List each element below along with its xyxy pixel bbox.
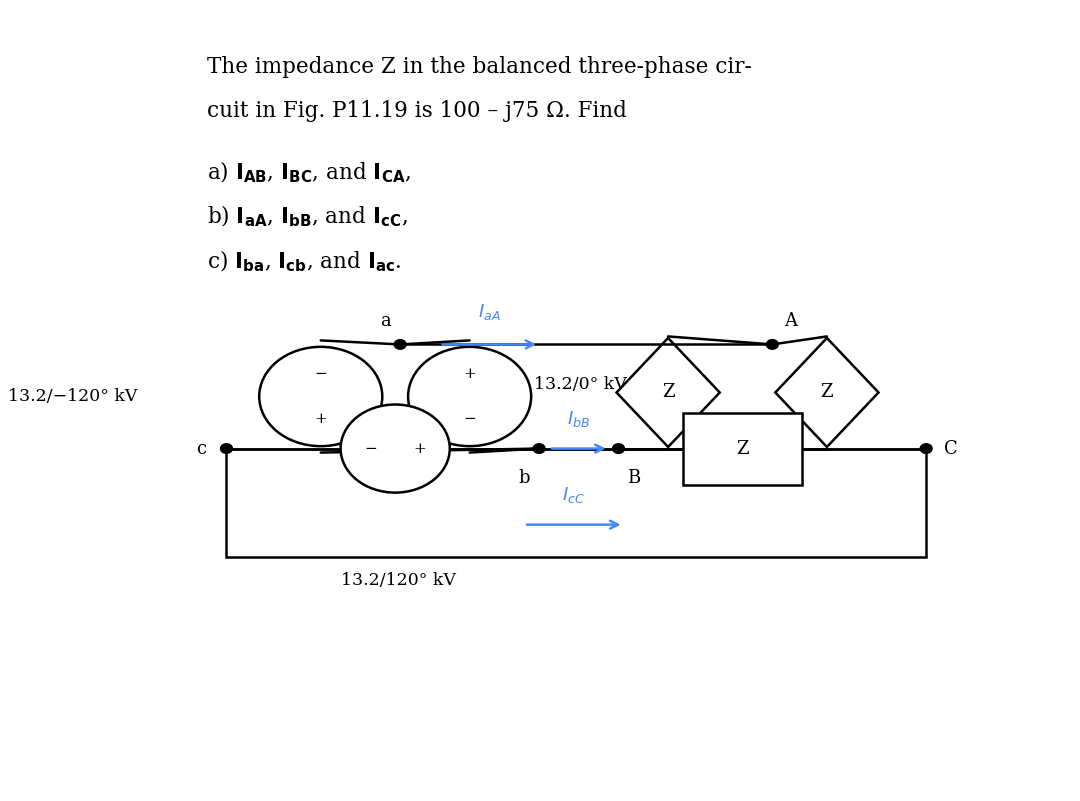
Bar xyxy=(227,449,927,557)
Text: a: a xyxy=(380,312,391,330)
Circle shape xyxy=(920,444,932,453)
Circle shape xyxy=(259,347,382,446)
Text: A: A xyxy=(784,312,797,330)
Text: $I_{bB}$: $I_{bB}$ xyxy=(567,409,591,429)
Text: C: C xyxy=(944,440,958,457)
Text: b: b xyxy=(518,469,530,486)
Circle shape xyxy=(767,340,779,349)
Text: a) $\mathbf{I_{AB}}$, $\mathbf{I_{BC}}$, and $\mathbf{I_{CA}}$,: a) $\mathbf{I_{AB}}$, $\mathbf{I_{BC}}$,… xyxy=(206,160,410,185)
Text: +: + xyxy=(414,441,427,456)
Text: +: + xyxy=(463,367,476,381)
Circle shape xyxy=(220,444,232,453)
Text: $I_{cC}$: $I_{cC}$ xyxy=(563,485,585,505)
Text: 13.2/120° kV: 13.2/120° kV xyxy=(340,572,456,590)
Text: The impedance Z in the balanced three-phase cir-: The impedance Z in the balanced three-ph… xyxy=(206,56,752,78)
Text: 13.2/−120° kV: 13.2/−120° kV xyxy=(8,388,137,405)
Text: $I_{aA}$: $I_{aA}$ xyxy=(478,302,501,322)
Circle shape xyxy=(408,347,531,446)
Circle shape xyxy=(340,405,449,493)
Circle shape xyxy=(534,444,545,453)
Circle shape xyxy=(394,340,406,349)
Text: Z: Z xyxy=(737,440,748,457)
Text: c) $\mathbf{I_{ba}}$, $\mathbf{I_{cb}}$, and $\mathbf{I_{ac}}$.: c) $\mathbf{I_{ba}}$, $\mathbf{I_{cb}}$,… xyxy=(206,248,402,273)
Text: B: B xyxy=(626,469,640,486)
Text: +: + xyxy=(314,412,327,426)
Text: 13.2/0° kV: 13.2/0° kV xyxy=(535,376,626,393)
Text: Z: Z xyxy=(662,384,674,401)
Text: b) $\mathbf{I_{aA}}$, $\mathbf{I_{bB}}$, and $\mathbf{I_{cC}}$,: b) $\mathbf{I_{aA}}$, $\mathbf{I_{bB}}$,… xyxy=(206,204,407,229)
Bar xyxy=(683,413,802,485)
Text: Z: Z xyxy=(821,384,834,401)
Text: −: − xyxy=(314,367,327,381)
Circle shape xyxy=(612,444,624,453)
Text: c: c xyxy=(197,440,206,457)
Text: −: − xyxy=(364,441,377,456)
Text: −: − xyxy=(463,412,476,426)
Text: cuit in Fig. P11.19 is 100 – j75 Ω. Find: cuit in Fig. P11.19 is 100 – j75 Ω. Find xyxy=(206,100,626,122)
